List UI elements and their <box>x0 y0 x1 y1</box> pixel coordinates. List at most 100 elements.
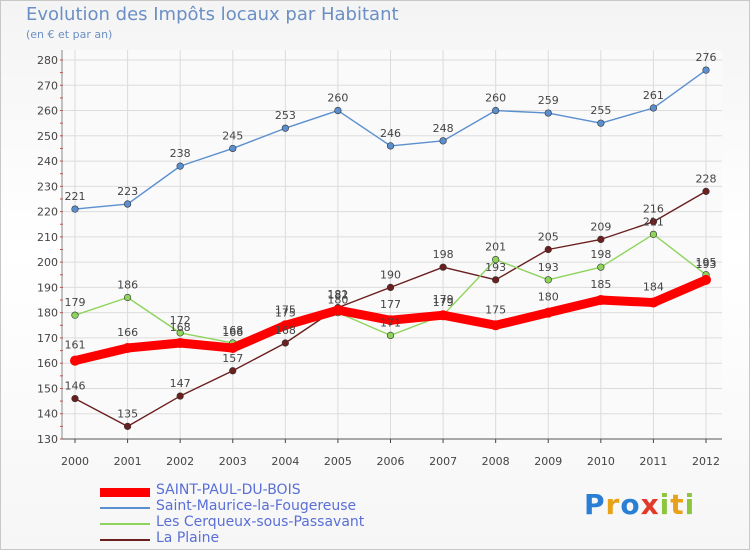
x-tick-label: 2004 <box>271 455 299 468</box>
data-label-saint-paul-du-bois: 185 <box>590 278 611 291</box>
data-point-saint-paul-du-bois <box>490 320 501 331</box>
y-tick-label: 220 <box>37 206 58 219</box>
y-tick-label: 130 <box>37 433 58 446</box>
data-point-les-cerqueux-sous-passavant <box>123 293 132 302</box>
x-tick-label: 2003 <box>219 455 247 468</box>
data-label-les-cerqueux-sous-passavant: 179 <box>433 296 454 309</box>
data-point-saint-paul-du-bois <box>595 295 606 306</box>
data-label-les-cerqueux-sous-passavant: 171 <box>380 316 401 329</box>
data-label-saint-maurice-la-fougereuse: 276 <box>696 51 717 64</box>
data-label-la-plaine: 198 <box>433 248 454 261</box>
y-tick-label: 250 <box>37 130 58 143</box>
data-label-saint-paul-du-bois: 166 <box>222 326 243 339</box>
data-label-la-plaine: 216 <box>643 203 664 216</box>
data-label-la-plaine: 157 <box>222 352 243 365</box>
data-label-les-cerqueux-sous-passavant: 172 <box>170 314 191 327</box>
data-point-saint-maurice-la-fougereuse <box>176 162 184 170</box>
data-point-saint-maurice-la-fougereuse <box>229 144 237 153</box>
data-point-les-cerqueux-sous-passavant <box>544 276 552 284</box>
data-point-saint-paul-du-bois <box>438 310 449 321</box>
data-label-saint-paul-du-bois: 181 <box>327 288 348 301</box>
data-label-saint-maurice-la-fougereuse: 246 <box>380 127 401 140</box>
data-label-saint-maurice-la-fougereuse: 260 <box>327 92 348 105</box>
data-point-saint-maurice-la-fougereuse <box>702 66 710 74</box>
data-label-la-plaine: 146 <box>65 380 86 393</box>
y-tick-label: 260 <box>37 105 58 118</box>
data-point-saint-paul-du-bois <box>70 355 80 366</box>
data-label-les-cerqueux-sous-passavant: 201 <box>485 241 506 254</box>
data-label-saint-paul-du-bois: 175 <box>275 303 296 316</box>
data-point-les-cerqueux-sous-passavant <box>386 331 395 340</box>
x-tick-label: 2005 <box>324 455 352 468</box>
data-label-saint-maurice-la-fougereuse: 259 <box>538 94 559 107</box>
data-label-saint-paul-du-bois: 179 <box>433 293 454 306</box>
y-tick-label: 230 <box>37 180 58 193</box>
data-label-les-cerqueux-sous-passavant: 186 <box>117 279 138 292</box>
y-tick-label: 140 <box>37 408 58 421</box>
data-point-saint-paul-du-bois <box>175 337 186 348</box>
data-label-la-plaine: 205 <box>538 231 559 244</box>
data-point-saint-paul-du-bois <box>385 315 396 326</box>
y-tick-label: 210 <box>37 231 58 244</box>
data-label-saint-paul-du-bois: 166 <box>117 326 138 339</box>
y-tick-label: 190 <box>37 281 58 294</box>
data-label-saint-paul-du-bois: 177 <box>380 298 401 311</box>
data-label-la-plaine: 209 <box>590 220 611 233</box>
data-label-les-cerqueux-sous-passavant: 193 <box>538 261 559 274</box>
y-tick-label: 170 <box>37 332 58 345</box>
legend-swatch <box>100 523 150 525</box>
legend-item-les-cerqueux-sous-passavant: Les Cerqueux-sous-Passavant <box>100 514 400 532</box>
x-tick-label: 2006 <box>377 455 405 468</box>
data-point-saint-paul-du-bois <box>227 343 238 354</box>
data-label-saint-maurice-la-fougereuse: 255 <box>590 104 611 117</box>
data-point-saint-paul-du-bois <box>648 297 659 308</box>
data-label-la-plaine: 168 <box>275 324 296 337</box>
data-label-saint-maurice-la-fougereuse: 245 <box>222 129 243 142</box>
legend-label: Saint-Maurice-la-Fougereuse <box>156 498 357 514</box>
data-point-la-plaine <box>439 263 447 271</box>
x-tick-label: 2012 <box>692 455 720 468</box>
data-point-la-plaine <box>649 218 658 226</box>
data-point-la-plaine <box>492 276 500 284</box>
legend-label: SAINT-PAUL-DU-BOIS <box>156 482 301 498</box>
chart-title: Evolution des Impôts locaux par Habitant <box>26 4 399 25</box>
y-tick-label: 240 <box>37 155 58 168</box>
data-label-la-plaine: 182 <box>327 289 348 302</box>
data-point-saint-maurice-la-fougereuse <box>123 200 132 208</box>
data-point-les-cerqueux-sous-passavant <box>492 256 500 264</box>
x-tick-label: 2001 <box>114 455 142 468</box>
data-label-les-cerqueux-sous-passavant: 195 <box>696 256 717 269</box>
data-label-saint-maurice-la-fougereuse: 260 <box>485 92 506 105</box>
legend-item-la-plaine: La Plaine <box>100 530 400 548</box>
data-point-la-plaine <box>544 245 552 254</box>
data-label-saint-maurice-la-fougereuse: 248 <box>433 122 454 135</box>
data-label-les-cerqueux-sous-passavant: 179 <box>65 296 86 309</box>
data-point-saint-maurice-la-fougereuse <box>71 205 79 213</box>
data-point-saint-maurice-la-fougereuse <box>439 137 447 145</box>
data-label-la-plaine: 193 <box>485 261 506 274</box>
data-label-la-plaine: 190 <box>380 268 401 281</box>
data-label-saint-maurice-la-fougereuse: 253 <box>275 109 296 122</box>
chart-subtitle: (en € et par an) <box>26 28 113 41</box>
data-point-la-plaine <box>71 394 79 403</box>
x-tick-label: 2009 <box>534 455 562 468</box>
data-point-les-cerqueux-sous-passavant <box>71 311 79 319</box>
x-tick-label: 2002 <box>166 455 194 468</box>
data-label-la-plaine: 135 <box>117 407 138 420</box>
data-label-saint-paul-du-bois: 180 <box>538 291 559 304</box>
x-tick-label: 2000 <box>61 455 89 468</box>
data-label-saint-maurice-la-fougereuse: 238 <box>170 147 191 160</box>
data-point-saint-paul-du-bois <box>280 320 291 331</box>
data-point-saint-maurice-la-fougereuse <box>386 142 395 150</box>
plot-area <box>62 50 722 439</box>
data-point-la-plaine <box>281 339 289 347</box>
data-point-saint-maurice-la-fougereuse <box>649 104 658 112</box>
data-label-la-plaine: 147 <box>170 377 191 390</box>
x-tick-label: 2008 <box>482 455 510 468</box>
data-point-saint-paul-du-bois <box>332 305 343 316</box>
x-tick-label: 2011 <box>639 455 667 468</box>
data-label-la-plaine: 228 <box>696 172 717 185</box>
data-point-la-plaine <box>176 392 184 400</box>
data-label-les-cerqueux-sous-passavant: 168 <box>222 324 243 337</box>
